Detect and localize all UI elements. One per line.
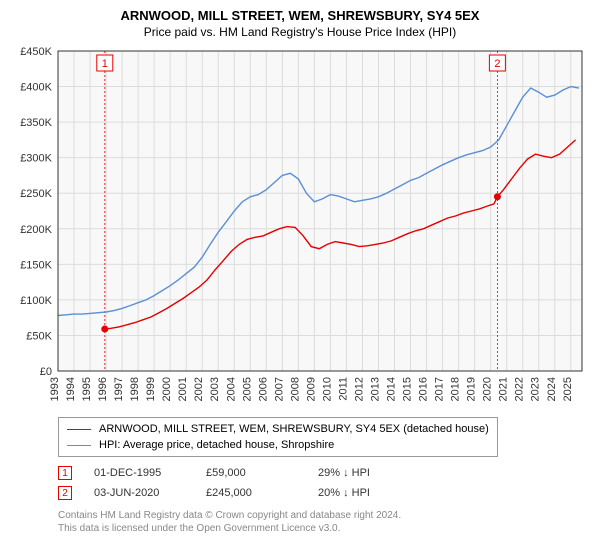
svg-text:2009: 2009 (305, 377, 317, 401)
svg-text:2015: 2015 (402, 377, 414, 401)
data-point-date: 03-JUN-2020 (94, 487, 184, 499)
svg-text:2007: 2007 (273, 377, 285, 401)
svg-text:2011: 2011 (337, 377, 349, 401)
legend-label: HPI: Average price, detached house, Shro… (99, 439, 334, 451)
svg-text:2016: 2016 (418, 377, 430, 401)
chart-title: ARNWOOD, MILL STREET, WEM, SHREWSBURY, S… (10, 8, 590, 23)
svg-text:2022: 2022 (514, 377, 526, 401)
footer-line: This data is licensed under the Open Gov… (58, 522, 590, 535)
svg-text:1: 1 (102, 58, 108, 70)
svg-text:1995: 1995 (81, 377, 93, 401)
svg-text:£250K: £250K (20, 188, 52, 200)
chart-subtitle: Price paid vs. HM Land Registry's House … (10, 25, 590, 39)
svg-text:1998: 1998 (129, 377, 141, 401)
legend-label: ARNWOOD, MILL STREET, WEM, SHREWSBURY, S… (99, 423, 489, 435)
footer-line: Contains HM Land Registry data © Crown c… (58, 509, 590, 522)
marker-2-icon: 2 (58, 486, 72, 500)
svg-text:£200K: £200K (20, 224, 52, 236)
svg-text:2004: 2004 (225, 377, 237, 401)
price-chart: £0 £50K £100K £150K £200K £250K £300K £350K £400… (10, 43, 590, 413)
svg-text:2014: 2014 (386, 377, 398, 401)
svg-text:2019: 2019 (466, 377, 478, 401)
svg-text:2003: 2003 (209, 377, 221, 401)
svg-text:2012: 2012 (353, 377, 365, 401)
svg-text:£450K: £450K (20, 46, 52, 58)
svg-text:£100K: £100K (20, 295, 52, 307)
svg-text:2005: 2005 (241, 377, 253, 401)
legend-item: ARNWOOD, MILL STREET, WEM, SHREWSBURY, S… (67, 421, 489, 437)
data-point-row: 2 03-JUN-2020 £245,000 20% ↓ HPI (58, 483, 590, 503)
svg-text:2001: 2001 (177, 377, 189, 401)
svg-text:2002: 2002 (193, 377, 205, 401)
svg-text:2: 2 (494, 58, 500, 70)
svg-text:2013: 2013 (369, 377, 381, 401)
svg-text:1996: 1996 (97, 377, 109, 401)
marker-1-icon: 1 (58, 466, 72, 480)
data-point-price: £59,000 (206, 467, 296, 479)
svg-text:2025: 2025 (562, 377, 574, 401)
svg-text:£400K: £400K (20, 82, 52, 94)
data-point-delta: 29% ↓ HPI (318, 467, 408, 479)
svg-text:1993: 1993 (49, 377, 61, 401)
svg-text:2000: 2000 (161, 377, 173, 401)
svg-text:2017: 2017 (434, 377, 446, 401)
data-point-table: 1 01-DEC-1995 £59,000 29% ↓ HPI 2 03-JUN… (58, 463, 590, 503)
data-point-price: £245,000 (206, 487, 296, 499)
svg-text:2008: 2008 (289, 377, 301, 401)
legend-swatch-red (67, 429, 91, 430)
svg-text:2018: 2018 (450, 377, 462, 401)
svg-text:1999: 1999 (145, 377, 157, 401)
svg-text:2024: 2024 (546, 377, 558, 401)
svg-text:2023: 2023 (530, 377, 542, 401)
svg-text:£50K: £50K (26, 330, 52, 342)
data-point-row: 1 01-DEC-1995 £59,000 29% ↓ HPI (58, 463, 590, 483)
data-point-delta: 20% ↓ HPI (318, 487, 408, 499)
svg-text:£350K: £350K (20, 117, 52, 129)
legend: ARNWOOD, MILL STREET, WEM, SHREWSBURY, S… (58, 417, 498, 457)
svg-text:2006: 2006 (257, 377, 269, 401)
svg-text:1997: 1997 (113, 377, 125, 401)
svg-text:£300K: £300K (20, 153, 52, 165)
svg-text:2021: 2021 (498, 377, 510, 401)
svg-text:2010: 2010 (321, 377, 333, 401)
legend-swatch-blue (67, 445, 91, 446)
footer-attribution: Contains HM Land Registry data © Crown c… (58, 509, 590, 535)
legend-item: HPI: Average price, detached house, Shro… (67, 437, 489, 453)
data-point-date: 01-DEC-1995 (94, 467, 184, 479)
svg-text:£150K: £150K (20, 259, 52, 271)
svg-text:1994: 1994 (65, 377, 77, 401)
svg-text:£0: £0 (40, 366, 52, 378)
svg-text:2020: 2020 (482, 377, 494, 401)
